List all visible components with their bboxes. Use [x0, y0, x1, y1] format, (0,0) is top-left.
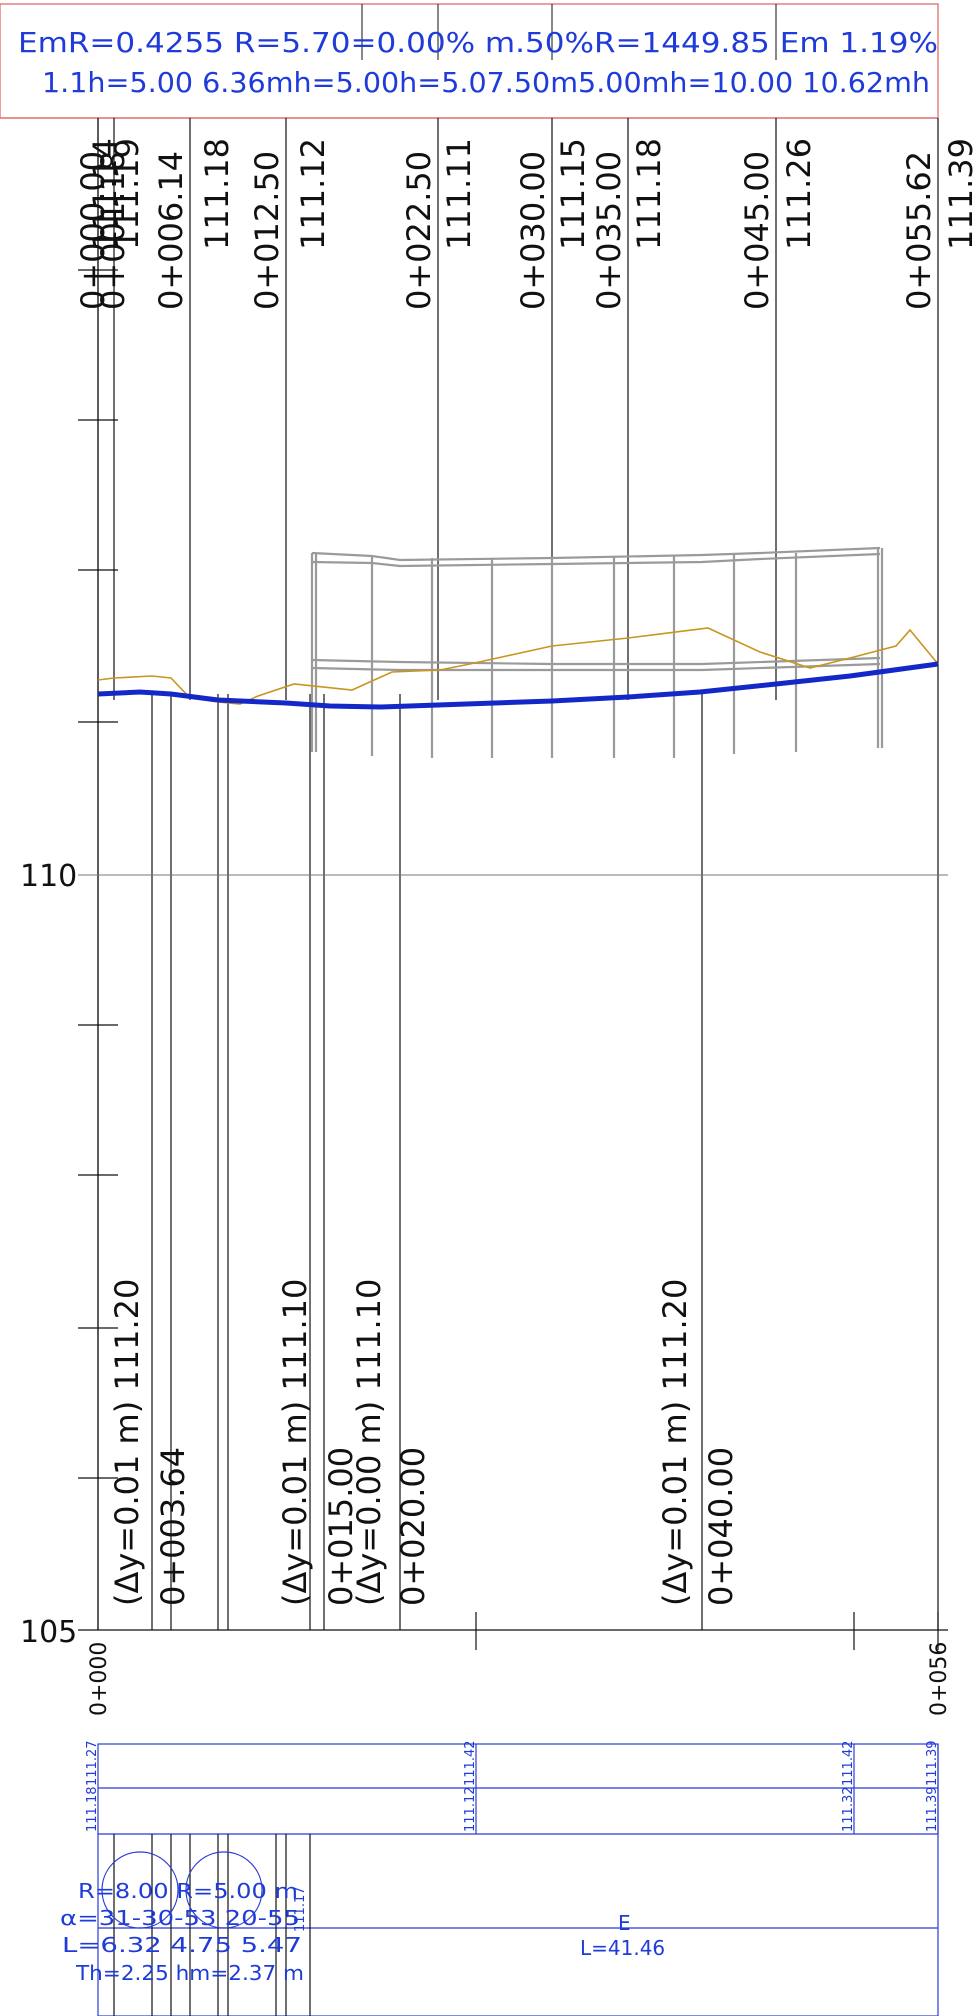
elev-label-8: 111.39: [942, 138, 976, 250]
axis-label-105: 105: [20, 1615, 77, 1650]
elev-label-2: 111.18: [198, 138, 236, 250]
station-label-4: 0+022.50: [400, 151, 438, 310]
header-frame: [0, 3, 939, 119]
x-axis-start-label: 0+000: [87, 1642, 112, 1716]
elev-label-7: 111.26: [780, 138, 818, 250]
table-r2-v0: 111.18: [85, 1787, 100, 1833]
table-r2-v2: 111.32: [841, 1787, 856, 1833]
elev-label-3: 111.12: [294, 138, 332, 250]
station-low-4: 0+040.00: [702, 1447, 740, 1606]
elevation-axis: [78, 118, 948, 1650]
curve-line-0: R=8.00 R=5.00 m: [78, 1879, 298, 1903]
segment-length: L=41.46: [580, 1936, 665, 1960]
delta-label-3: (Δy=0.00 m) 111.10: [350, 1279, 388, 1606]
top-station-labels: 0+000.00 111.14 0+001.18 111.19 0+006.14…: [74, 138, 976, 310]
elev-label-1: 111.19: [108, 138, 146, 250]
station-low-2: 0+015.00: [322, 1447, 360, 1606]
station-label-6: 0+035.00: [590, 151, 628, 310]
axis-label-110: 110: [20, 859, 77, 894]
station-lines: [97, 118, 939, 1630]
table-r1-v2: 111.42: [841, 1741, 856, 1787]
elev-label-6: 111.18: [630, 138, 668, 250]
curve-line-1: α=31-30-53 20-55: [60, 1906, 300, 1930]
profile-table: [97, 1743, 939, 2016]
lower-station-labels: (Δy=0.01 m) 111.20 0+003.64 (Δy=0.01 m) …: [108, 1279, 740, 1606]
elev-label-5: 111.15: [554, 138, 592, 250]
delta-label-4: (Δy=0.01 m) 111.20: [656, 1279, 694, 1606]
elev-label-4: 111.11: [440, 138, 478, 250]
curve-line-3: Th=2.25 hm=2.37 m: [75, 1961, 304, 1985]
bridge-structure: [310, 546, 884, 758]
table-r2-v1: 111.12: [463, 1787, 478, 1833]
station-label-5: 0+030.00: [514, 151, 552, 310]
station-label-2: 0+006.14: [152, 151, 190, 310]
station-label-1: 0+001.18: [94, 151, 132, 310]
table-side-label-0: 111.17: [293, 1887, 308, 1933]
table-r2-v3: 111.39: [925, 1787, 940, 1833]
segment-type: E: [618, 1911, 631, 1935]
station-label-8: 0+055.62: [900, 151, 938, 310]
header-row-1: EmR=0.4255 R=5.70=0.00% m.50%R=1449.85 E…: [18, 26, 938, 59]
delta-label-2: (Δy=0.01 m) 111.10: [276, 1279, 314, 1606]
station-label-3: 0+012.50: [248, 151, 286, 310]
curve-line-2: L=6.32 4.75 5.47: [62, 1933, 302, 1957]
terrain-line: [97, 627, 939, 705]
design-profile-line: [97, 661, 939, 710]
delta-label-1: (Δy=0.01 m) 111.20: [108, 1279, 146, 1606]
x-axis-end-label: 0+056: [927, 1642, 952, 1716]
station-label-7: 0+045.00: [738, 151, 776, 310]
station-low-1: 0+003.64: [154, 1447, 192, 1606]
table-values: 111.27 111.42 111.42 111.39 111.18 111.1…: [85, 1741, 940, 1933]
station-label-0: 0+000.00: [74, 151, 112, 310]
header-row-2: 1.1h=5.00 6.36mh=5.00h=5.07.50m5.00mh=10…: [42, 66, 930, 99]
table-r1-v3: 111.39: [925, 1741, 940, 1787]
table-r1-v0: 111.27: [85, 1741, 100, 1787]
elev-label-0: 111.14: [86, 138, 124, 250]
curve-data-block: R=8.00 R=5.00 m α=31-30-53 20-55 L=6.32 …: [60, 1879, 304, 1985]
table-r1-v1: 111.42: [463, 1741, 478, 1787]
station-low-3: 0+020.00: [394, 1447, 432, 1606]
